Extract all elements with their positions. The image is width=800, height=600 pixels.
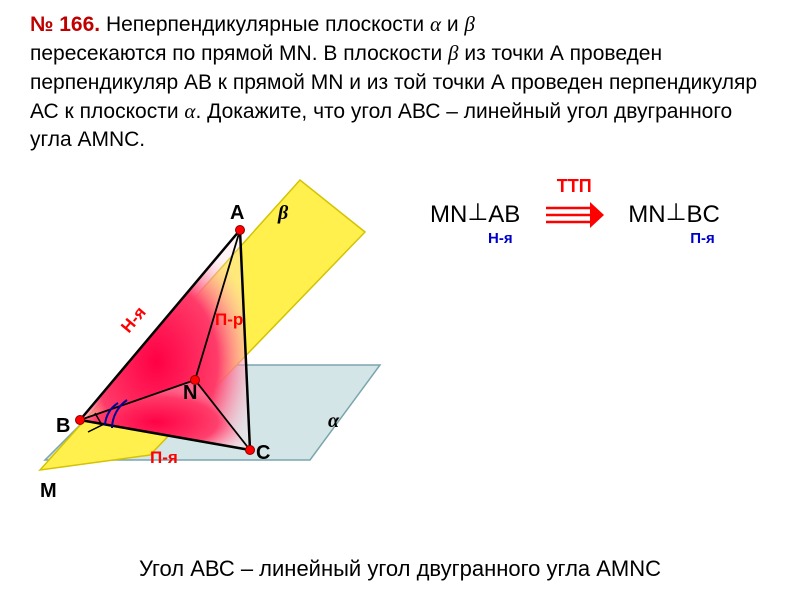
annot-p-ya: П-я — [690, 230, 715, 247]
ttp-arrow: ТТП — [544, 200, 604, 228]
label-p-ya: П-я — [150, 448, 178, 468]
expr-mn-perp-ab: MN⊥AB Н-я — [430, 200, 520, 229]
problem-number: № 166. — [30, 13, 100, 36]
expr-mn-perp-bc: MN⊥BC П-я — [628, 200, 720, 229]
label-M: M — [40, 480, 57, 503]
label-N: N — [183, 382, 197, 405]
label-C: C — [256, 442, 270, 465]
conclusion-text: Угол АВС – линейный угол двугранного угл… — [0, 556, 800, 582]
point-C — [246, 446, 255, 455]
problem-statement: № 166. Неперпендикулярные плоскости α и … — [0, 0, 800, 155]
geometry-diagram: A B C N M α β Н-я П-р П-я — [20, 170, 420, 530]
ttp-label: ТТП — [557, 176, 592, 197]
label-beta: β — [278, 202, 288, 225]
annot-n-ya: Н-я — [488, 230, 513, 247]
label-alpha: α — [328, 410, 339, 433]
math-derivation: MN⊥AB Н-я ТТП MN⊥BC П-я — [430, 200, 790, 300]
point-A — [236, 226, 245, 235]
label-A: A — [230, 202, 244, 225]
point-B — [76, 416, 85, 425]
label-p-r: П-р — [215, 310, 243, 330]
label-B: B — [56, 415, 70, 438]
